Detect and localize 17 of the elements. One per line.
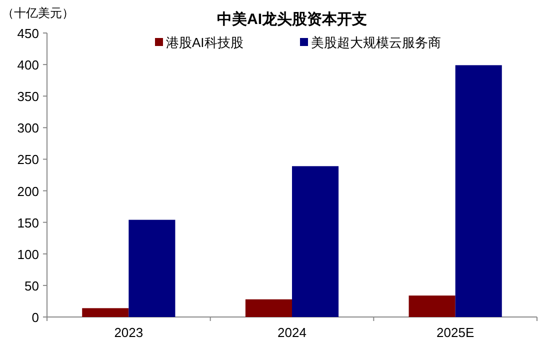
xtick: 2023 xyxy=(114,325,144,340)
ytick: 100 xyxy=(17,246,39,262)
ytick: 300 xyxy=(17,120,39,136)
xtick: 2025E xyxy=(436,325,474,340)
ytick: 350 xyxy=(17,89,39,104)
ytick: 0 xyxy=(32,310,39,325)
ytick: 50 xyxy=(24,278,39,294)
ytick: 400 xyxy=(17,58,39,73)
ylabel: （十亿美元） xyxy=(2,6,74,20)
title: 中美AI龙头股资本开支 xyxy=(217,11,367,28)
ytick: 200 xyxy=(17,184,39,199)
ytick: 450 xyxy=(17,26,39,41)
ytick: 250 xyxy=(17,152,39,168)
legend-label: 港股AI科技股 xyxy=(166,35,244,50)
xtick: 2024 xyxy=(278,325,306,340)
legend-label: 美股超大规模云服务商 xyxy=(311,35,441,50)
ytick: 150 xyxy=(17,215,39,230)
